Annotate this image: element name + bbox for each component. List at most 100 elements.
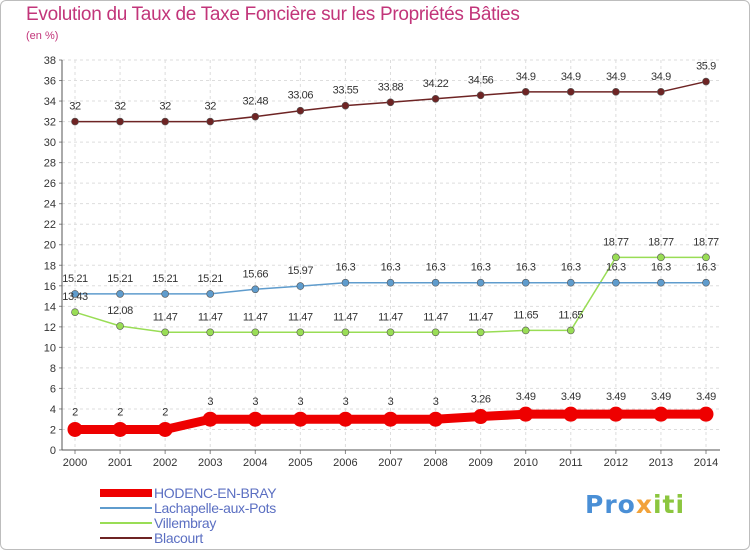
data-point-lachapelle <box>566 278 575 287</box>
data-point-lachapelle <box>71 290 79 298</box>
data-label-hodenc: 3.49 <box>651 391 671 403</box>
data-point-hodenc <box>202 411 218 427</box>
data-point-villembray <box>251 328 260 337</box>
data-label-hodenc: 3 <box>388 396 394 408</box>
x-tick-label: 2001 <box>108 457 132 469</box>
data-labels: 2 2 2 3 3 3 3 3 3 3.26 3.49 3.49 3.49 3.49 3.49 15.21 15… <box>62 61 719 419</box>
y-tick-label: 2 <box>50 424 56 436</box>
legend-swatch-villembray <box>100 522 152 524</box>
data-label-hodenc: 3 <box>252 396 258 408</box>
data-point-hodenc <box>428 411 444 427</box>
data-point-lachapelle <box>116 290 124 298</box>
data-point-villembray <box>71 308 79 316</box>
data-label-lachapelle: 15.66 <box>243 268 269 280</box>
data-label-villembray: 11.47 <box>378 311 403 323</box>
data-label-hodenc: 3 <box>433 396 439 408</box>
legend-label-lachapelle: Lachapelle-aux-Pots <box>154 500 276 516</box>
y-tick-label: 6 <box>50 383 56 395</box>
x-tick-label: 2007 <box>378 457 402 469</box>
data-label-hodenc: 3 <box>343 396 349 408</box>
data-point-lachapelle <box>476 278 485 287</box>
data-label-villembray: 11.47 <box>153 311 178 323</box>
data-label-villembray: 11.65 <box>558 309 583 321</box>
y-tick-label: 0 <box>50 445 56 457</box>
data-point-hodenc <box>698 406 714 422</box>
y-tick-label: 22 <box>44 219 56 231</box>
data-point-villembray <box>612 253 620 262</box>
data-point-hodenc <box>653 406 669 422</box>
data-point-blacourt <box>296 106 305 115</box>
data-point-lachapelle <box>612 278 620 287</box>
data-label-villembray: 11.47 <box>468 311 493 323</box>
legend-swatch-hodenc <box>100 489 152 497</box>
data-point-lachapelle <box>386 278 395 287</box>
data-label-hodenc: 3 <box>297 396 303 408</box>
data-label-hodenc: 3.49 <box>696 391 716 403</box>
data-label-hodenc: 2 <box>162 406 168 418</box>
data-point-villembray <box>657 253 665 262</box>
data-label-hodenc: 2 <box>117 406 123 418</box>
x-tick-label: 2009 <box>468 457 492 469</box>
data-label-blacourt: 34.56 <box>468 74 494 86</box>
data-point-hodenc <box>247 411 263 427</box>
data-point-lachapelle <box>341 278 350 287</box>
data-label-blacourt: 33.55 <box>333 85 359 97</box>
legend-swatch-lachapelle <box>100 507 152 509</box>
data-label-villembray: 11.65 <box>513 309 538 321</box>
data-point-villembray <box>296 328 305 337</box>
data-point-hodenc <box>608 406 624 422</box>
y-axis-unit: (en %) <box>26 30 59 42</box>
data-label-blacourt: 33.06 <box>288 90 314 102</box>
data-label-lachapelle: 15.21 <box>152 273 178 285</box>
y-tick-label: 8 <box>50 363 56 375</box>
data-point-lachapelle <box>431 278 440 287</box>
logo-part-x: x <box>635 490 653 519</box>
y-tick-label: 36 <box>44 76 56 88</box>
y-tick-label: 4 <box>50 404 56 416</box>
x-tick-label: 2014 <box>694 457 718 469</box>
data-point-hodenc <box>67 421 83 437</box>
data-label-villembray: 13.43 <box>62 291 88 303</box>
data-label-villembray: 11.47 <box>423 311 448 323</box>
data-point-villembray <box>476 328 485 337</box>
data-point-blacourt <box>71 117 79 126</box>
data-label-blacourt: 35.9 <box>696 61 716 73</box>
data-point-blacourt <box>116 117 124 126</box>
data-point-blacourt <box>341 101 350 110</box>
chart-title: Evolution du Taux de Taxe Foncière sur l… <box>26 4 520 25</box>
data-point-blacourt <box>386 98 395 107</box>
data-point-blacourt <box>566 88 575 96</box>
data-point-villembray <box>386 328 395 337</box>
data-point-hodenc <box>292 411 308 427</box>
data-label-lachapelle: 16.3 <box>336 262 356 274</box>
data-point-blacourt <box>431 94 440 103</box>
data-point-blacourt <box>206 117 215 126</box>
data-point-hodenc <box>473 409 489 425</box>
data-point-blacourt <box>521 88 530 96</box>
data-label-hodenc: 3.49 <box>606 391 626 403</box>
data-label-blacourt: 32.48 <box>243 96 269 108</box>
data-label-blacourt: 34.22 <box>423 78 449 90</box>
legend-label-blacourt: Blacourt <box>154 530 203 546</box>
data-label-blacourt: 32 <box>114 101 126 113</box>
data-point-lachapelle <box>206 290 215 298</box>
x-tick-label: 2010 <box>513 457 537 469</box>
y-tick-label: 16 <box>44 281 56 293</box>
data-label-blacourt: 32 <box>159 101 171 113</box>
data-point-lachapelle <box>657 278 665 287</box>
y-tick-label: 18 <box>44 260 56 272</box>
data-label-lachapelle: 15.21 <box>62 273 88 285</box>
x-tick-label: 2003 <box>198 457 222 469</box>
data-label-blacourt: 34.9 <box>516 71 536 83</box>
data-point-hodenc <box>157 421 173 437</box>
data-label-villembray: 18.77 <box>648 236 674 248</box>
y-tick-label: 10 <box>44 342 56 354</box>
data-point-blacourt <box>161 117 169 126</box>
data-point-blacourt <box>251 112 260 121</box>
legend-label-hodenc: HODENC-EN-BRAY <box>154 485 277 501</box>
legend-label-villembray: Villembray <box>154 515 217 531</box>
axes <box>59 59 720 454</box>
y-tick-label: 12 <box>44 322 56 334</box>
